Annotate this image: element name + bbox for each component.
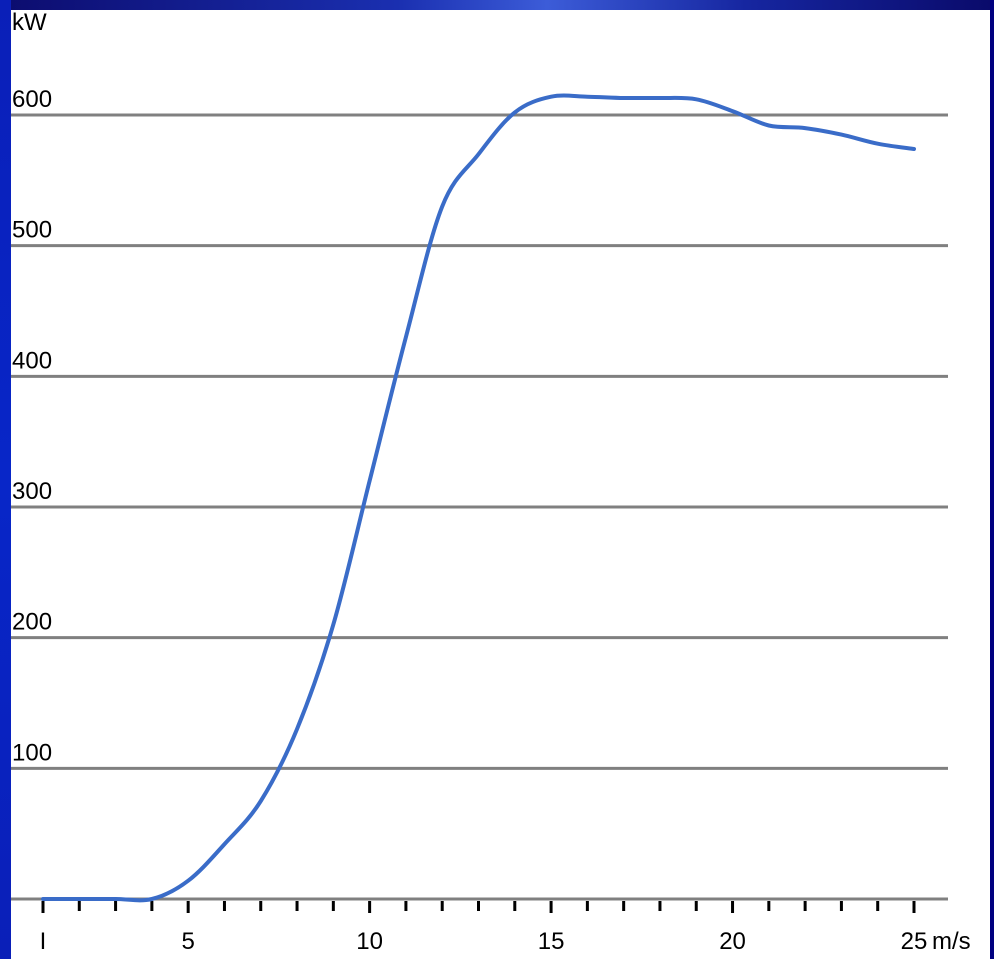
power-curve-chart: 100 200 300 400 500 600 kW I 5 10 15 20 25 m/s [11,10,971,955]
y-tick-label-100: 100 [12,739,52,766]
slide-top-border [0,0,994,10]
data-point-11 [405,336,407,338]
data-point-16 [586,95,589,98]
grid-lines [11,113,948,770]
data-point-5 [187,879,189,882]
y-tick-label-300: 300 [12,478,52,505]
x-tick-label-25: 25 [901,928,928,955]
series-layer [41,93,916,903]
data-point-2 [78,898,81,900]
y-axis-labels: 100 200 300 400 500 600 [12,86,52,766]
slide-right-border [990,0,994,959]
data-point-20 [731,110,734,112]
data-point-10 [368,480,371,482]
x-tick-label-10: 10 [356,928,383,955]
data-point-18 [659,97,661,99]
x-tick-label-1: I [40,928,47,955]
slide-left-border [0,0,11,959]
y-tick-label-400: 400 [12,347,52,374]
data-point-19 [695,98,698,101]
x-axis-unit-label: m/s [932,928,971,955]
x-axis [11,897,948,913]
data-point-12 [441,205,444,208]
data-point-3 [114,898,117,900]
y-tick-label-600: 600 [12,86,52,113]
data-point-8 [296,728,298,730]
power-curve-line [41,93,916,903]
data-point-17 [622,97,625,99]
x-tick-label-5: 5 [181,928,194,955]
y-tick-label-200: 200 [12,609,52,636]
data-point-22 [804,127,806,129]
data-point-14 [513,111,516,114]
data-point-13 [477,153,480,155]
x-axis-labels: I 5 10 15 20 25 [40,928,928,955]
y-axis-unit-label: kW [12,10,47,36]
data-point-7 [259,800,262,802]
data-point-24 [876,142,879,145]
data-point-9 [332,623,335,626]
data-point-4 [151,898,153,900]
data-point-15 [550,95,552,98]
data-point-1 [42,898,44,900]
chart-area: 100 200 300 400 500 600 kW I 5 10 15 20 25 m/s [11,10,990,959]
y-tick-label-500: 500 [12,217,52,244]
x-tick-label-15: 15 [538,928,565,955]
data-point-25 [913,148,915,150]
data-point-21 [768,124,770,127]
data-point-6 [223,843,226,845]
x-tick-label-20: 20 [719,928,746,955]
data-point-23 [840,133,843,136]
